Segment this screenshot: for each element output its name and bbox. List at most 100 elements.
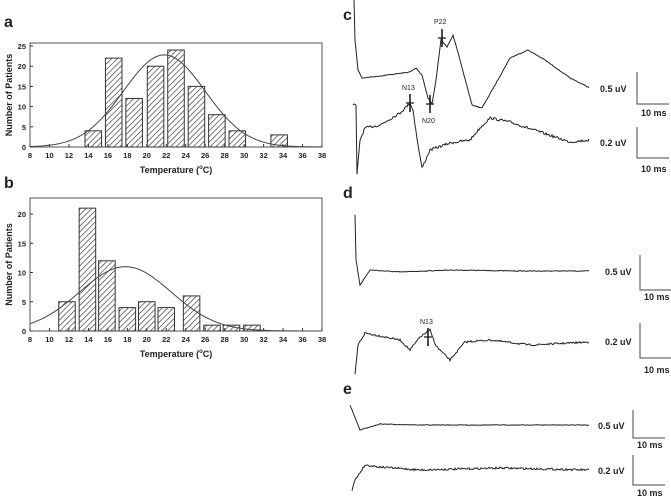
x-tick-label: 10 [45, 335, 53, 344]
histogram-bar [78, 207, 97, 332]
plot-frame [29, 197, 323, 332]
y-tick-label: 10 [18, 269, 26, 278]
trace-d-lower [354, 328, 590, 375]
time-scale-label: 10 ms [637, 488, 663, 498]
x-tick-label: 22 [162, 335, 170, 344]
amplitude-scale-label: 0.2 uV [600, 138, 627, 148]
histogram-bar [58, 301, 76, 332]
y-axis-label: Number of Patients [4, 54, 14, 137]
histogram-bar [203, 324, 221, 332]
y-tick-label: 0 [22, 143, 26, 152]
y-tick-label: 20 [18, 62, 26, 71]
y-tick-label: 25 [18, 42, 26, 51]
trace-c-upper [353, 0, 590, 109]
scale-bar [639, 323, 671, 359]
time-scale-label: 10 ms [641, 164, 667, 174]
x-tick-label: 12 [65, 151, 73, 160]
trace-e-lower [351, 464, 590, 491]
peak-label-p22: P22 [434, 19, 447, 26]
scale-bar [636, 72, 669, 105]
histogram-bar [98, 260, 116, 332]
y-tick-label: 10 [18, 103, 26, 112]
scale-bar [632, 410, 665, 439]
amplitude-scale-label: 0.5 uV [605, 267, 632, 277]
histogram-a: 8 10 12 14 16 18 20 22 24 26 28 30 32 34 36 38 0 5 10 15 20 2… [4, 42, 326, 175]
peak-label-n13: N13 [420, 319, 433, 326]
x-tick-label: 26 [201, 335, 209, 344]
x-tick-label: 28 [220, 151, 228, 160]
histogram-bar [146, 65, 165, 148]
scale-bar [636, 127, 669, 159]
x-tick-label: 36 [298, 335, 306, 344]
x-tick-label: 16 [104, 151, 112, 160]
x-tick-label: 24 [182, 151, 191, 160]
histogram-bar [84, 130, 103, 148]
x-tick-label: 8 [28, 151, 32, 160]
x-tick-label: 38 [318, 335, 326, 344]
x-tick-label: 30 [240, 151, 248, 160]
x-tick-label: 38 [318, 151, 326, 160]
x-tick-label: 18 [123, 151, 131, 160]
histogram-bar [187, 85, 206, 148]
histogram-bar [104, 57, 123, 148]
amplitude-scale-label: 0.5 uV [600, 84, 627, 94]
x-tick-label: 14 [84, 335, 93, 344]
panel-label-c: c [343, 7, 352, 24]
histogram-bar [157, 307, 176, 332]
panel-label-b: b [4, 175, 14, 192]
x-axis-label: Temperature (oC) [140, 165, 213, 175]
x-tick-label: 34 [279, 151, 288, 160]
histogram-bar [125, 98, 143, 148]
scale-bar [632, 455, 665, 486]
time-scale-label: 10 ms [637, 440, 663, 450]
y-tick-label: 0 [22, 327, 26, 336]
scale-bar [639, 255, 671, 291]
x-tick-label: 8 [28, 335, 32, 344]
x-tick-label: 16 [104, 335, 112, 344]
histogram-bar [138, 301, 156, 332]
x-tick-label: 20 [143, 151, 151, 160]
y-tick-label: 5 [22, 298, 26, 307]
histogram-bar [182, 295, 201, 332]
y-tick-label: 5 [22, 123, 26, 132]
histogram-bar [167, 49, 185, 148]
x-tick-label: 28 [220, 335, 228, 344]
trace-c-lower [352, 102, 590, 175]
histogram-bar [118, 307, 137, 332]
x-tick-label: 20 [143, 335, 151, 344]
panel-label-e: e [343, 381, 352, 398]
x-tick-label: 36 [298, 151, 306, 160]
x-tick-label: 32 [259, 335, 267, 344]
time-scale-label: 10 ms [644, 365, 670, 375]
x-tick-label: 12 [65, 335, 73, 344]
x-tick-label: 22 [162, 151, 170, 160]
panel-label-d: d [343, 185, 353, 202]
x-tick-label: 34 [279, 335, 288, 344]
normal-fit-curve [29, 266, 322, 332]
y-tick-label: 20 [18, 210, 26, 219]
normal-fit-curve [29, 54, 322, 148]
trace-d-upper [354, 214, 590, 287]
histogram-bar [270, 134, 288, 148]
x-tick-label: 10 [45, 151, 53, 160]
histogram-b: 8 10 12 14 16 18 20 22 24 26 28 30 32 34 36 38 0 5 10 15 20 T… [4, 197, 326, 359]
x-tick-label: 18 [123, 335, 131, 344]
x-tick-label: 24 [182, 335, 191, 344]
time-scale-label: 10 ms [644, 292, 670, 302]
trace-e-upper [349, 405, 590, 431]
amplitude-scale-label: 0.5 uV [598, 421, 625, 431]
x-tick-label: 32 [259, 151, 267, 160]
x-tick-label: 14 [84, 151, 93, 160]
peak-label-n13: N13 [402, 85, 415, 92]
x-axis-label: Temperature (oC) [140, 349, 213, 359]
amplitude-scale-label: 0.2 uV [598, 466, 625, 476]
time-scale-label: 10 ms [641, 108, 667, 118]
x-tick-label: 30 [240, 335, 248, 344]
amplitude-scale-label: 0.2 uV [605, 337, 632, 347]
x-tick-label: 26 [201, 151, 209, 160]
histogram-bar [228, 130, 247, 148]
panel-label-a: a [4, 14, 13, 31]
y-axis-label: Number of Patients [4, 223, 14, 306]
